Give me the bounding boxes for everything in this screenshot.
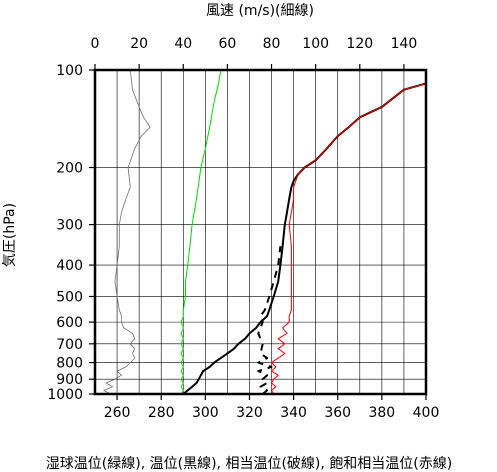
bottom-tick-label: 280: [148, 405, 175, 421]
top-tick-label: 0: [91, 36, 100, 52]
series-line-飽和相当温位: [271, 82, 427, 395]
grid: [94, 69, 427, 395]
bottom-tick-label: 360: [324, 405, 351, 421]
left-tick-label: 100: [56, 63, 83, 79]
bottom-tick-label: 320: [236, 405, 263, 421]
bottom-tick-label: 400: [413, 405, 440, 421]
left-tick-label: 700: [56, 337, 83, 353]
series-line-相当温位: [257, 246, 282, 395]
bottom-tick-label: 380: [368, 405, 395, 421]
bottom-tick-label: 340: [280, 405, 307, 421]
top-tick-label: 20: [130, 36, 148, 52]
plot-frame: [93, 68, 428, 396]
series-line-温位: [182, 82, 427, 395]
left-tick-label: 200: [56, 161, 83, 177]
left-tick-label: 300: [56, 218, 83, 234]
left-axis-title: 気圧(hPa): [2, 203, 18, 267]
top-tick-label: 120: [346, 36, 373, 52]
top-ticks: 0 20 40 60 80 100 120 140: [91, 36, 418, 70]
bottom-ticks: 260 280 300 320 340 360 380 400: [104, 394, 440, 421]
top-tick-label: 100: [302, 36, 329, 52]
bottom-tick-label: 260: [104, 405, 131, 421]
bottom-tick-label: 300: [192, 405, 219, 421]
top-axis-title: 風速 (m/s)(細線): [206, 3, 314, 19]
top-tick-label: 40: [174, 36, 192, 52]
bottom-axis-title: 湿球温位(緑線), 温位(黒線), 相当温位(破線), 飽和相当温位(赤線): [46, 455, 452, 472]
left-tick-label: 1000: [47, 387, 83, 403]
series-line-風速: [103, 69, 151, 395]
top-tick-label: 60: [218, 36, 236, 52]
left-tick-label: 600: [56, 315, 83, 331]
top-tick-label: 80: [263, 36, 281, 52]
left-tick-label: 900: [56, 372, 83, 388]
left-tick-label: 800: [56, 356, 83, 372]
top-tick-label: 140: [391, 36, 418, 52]
left-tick-label: 500: [56, 289, 83, 305]
left-tick-label: 400: [56, 258, 83, 274]
series-group: [103, 69, 427, 395]
series-line-湿球温位: [180, 69, 222, 395]
